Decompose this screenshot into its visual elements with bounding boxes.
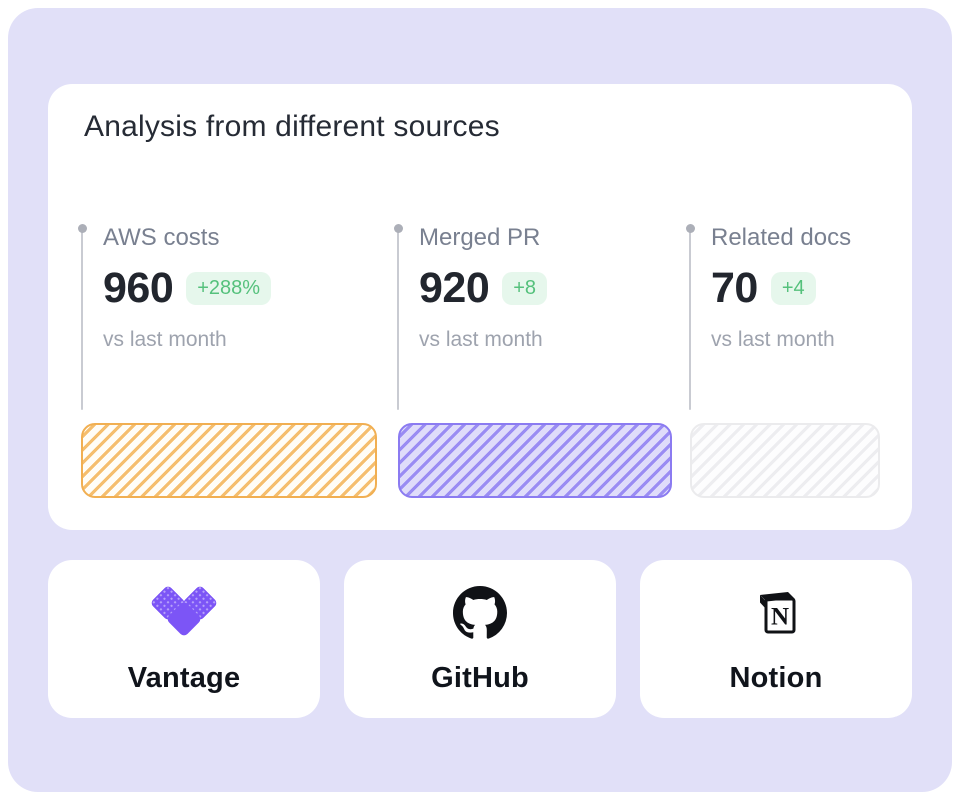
source-card-vantage[interactable]: Vantage bbox=[48, 560, 320, 718]
metric-label: AWS costs bbox=[103, 224, 220, 251]
metric-caption: vs last month bbox=[419, 328, 543, 351]
metric-value: 70 bbox=[711, 264, 758, 312]
metric-rail-dot bbox=[685, 224, 695, 233]
metric-rail bbox=[77, 224, 87, 410]
metric-label: Related docs bbox=[711, 224, 852, 251]
merged-pr-hatch-bar bbox=[398, 423, 672, 498]
metric-caption: vs last month bbox=[711, 328, 835, 351]
metric-related-docs: Related docs 70 +4 vs last month bbox=[685, 222, 880, 410]
vantage-logo-icon bbox=[149, 584, 219, 640]
source-label: Notion bbox=[729, 662, 823, 694]
source-card-github[interactable]: GitHub bbox=[344, 560, 616, 718]
metric-label: Merged PR bbox=[419, 224, 541, 251]
metric-rail-dot bbox=[77, 224, 87, 233]
aws-costs-hatch-bar bbox=[81, 423, 377, 498]
source-card-notion[interactable]: N Notion bbox=[640, 560, 912, 718]
metric-merged-pr: Merged PR 920 +8 vs last month bbox=[393, 222, 689, 410]
svg-text:N: N bbox=[771, 604, 789, 631]
page-title: Analysis from different sources bbox=[84, 110, 500, 143]
metric-rail bbox=[685, 224, 695, 410]
metric-caption: vs last month bbox=[103, 328, 227, 351]
source-label: Vantage bbox=[127, 662, 241, 694]
metric-aws-costs: AWS costs 960 +288% vs last month bbox=[77, 222, 397, 410]
app-background: Analysis from different sources AWS cost… bbox=[8, 8, 952, 792]
metric-value: 960 bbox=[103, 264, 174, 312]
metric-value: 920 bbox=[419, 264, 490, 312]
github-logo-icon bbox=[453, 586, 507, 640]
metric-rail bbox=[393, 224, 403, 410]
delta-badge: +8 bbox=[502, 272, 548, 305]
delta-badge: +4 bbox=[770, 272, 816, 305]
analysis-card: Analysis from different sources AWS cost… bbox=[48, 84, 912, 530]
notion-logo-icon: N bbox=[749, 586, 803, 640]
metric-rail-dot bbox=[393, 224, 403, 233]
delta-badge: +288% bbox=[186, 272, 272, 305]
sources-row: Vantage GitHub N Notion bbox=[48, 560, 912, 718]
related-docs-hatch-bar bbox=[690, 423, 880, 498]
source-label: GitHub bbox=[431, 662, 529, 694]
